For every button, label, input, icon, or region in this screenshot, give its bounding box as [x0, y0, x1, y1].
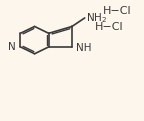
Text: N: N	[8, 42, 16, 52]
Text: H−Cl: H−Cl	[103, 6, 131, 16]
Text: NH$_2$: NH$_2$	[86, 11, 107, 25]
Text: NH: NH	[76, 43, 92, 53]
Text: H−Cl: H−Cl	[94, 22, 123, 32]
